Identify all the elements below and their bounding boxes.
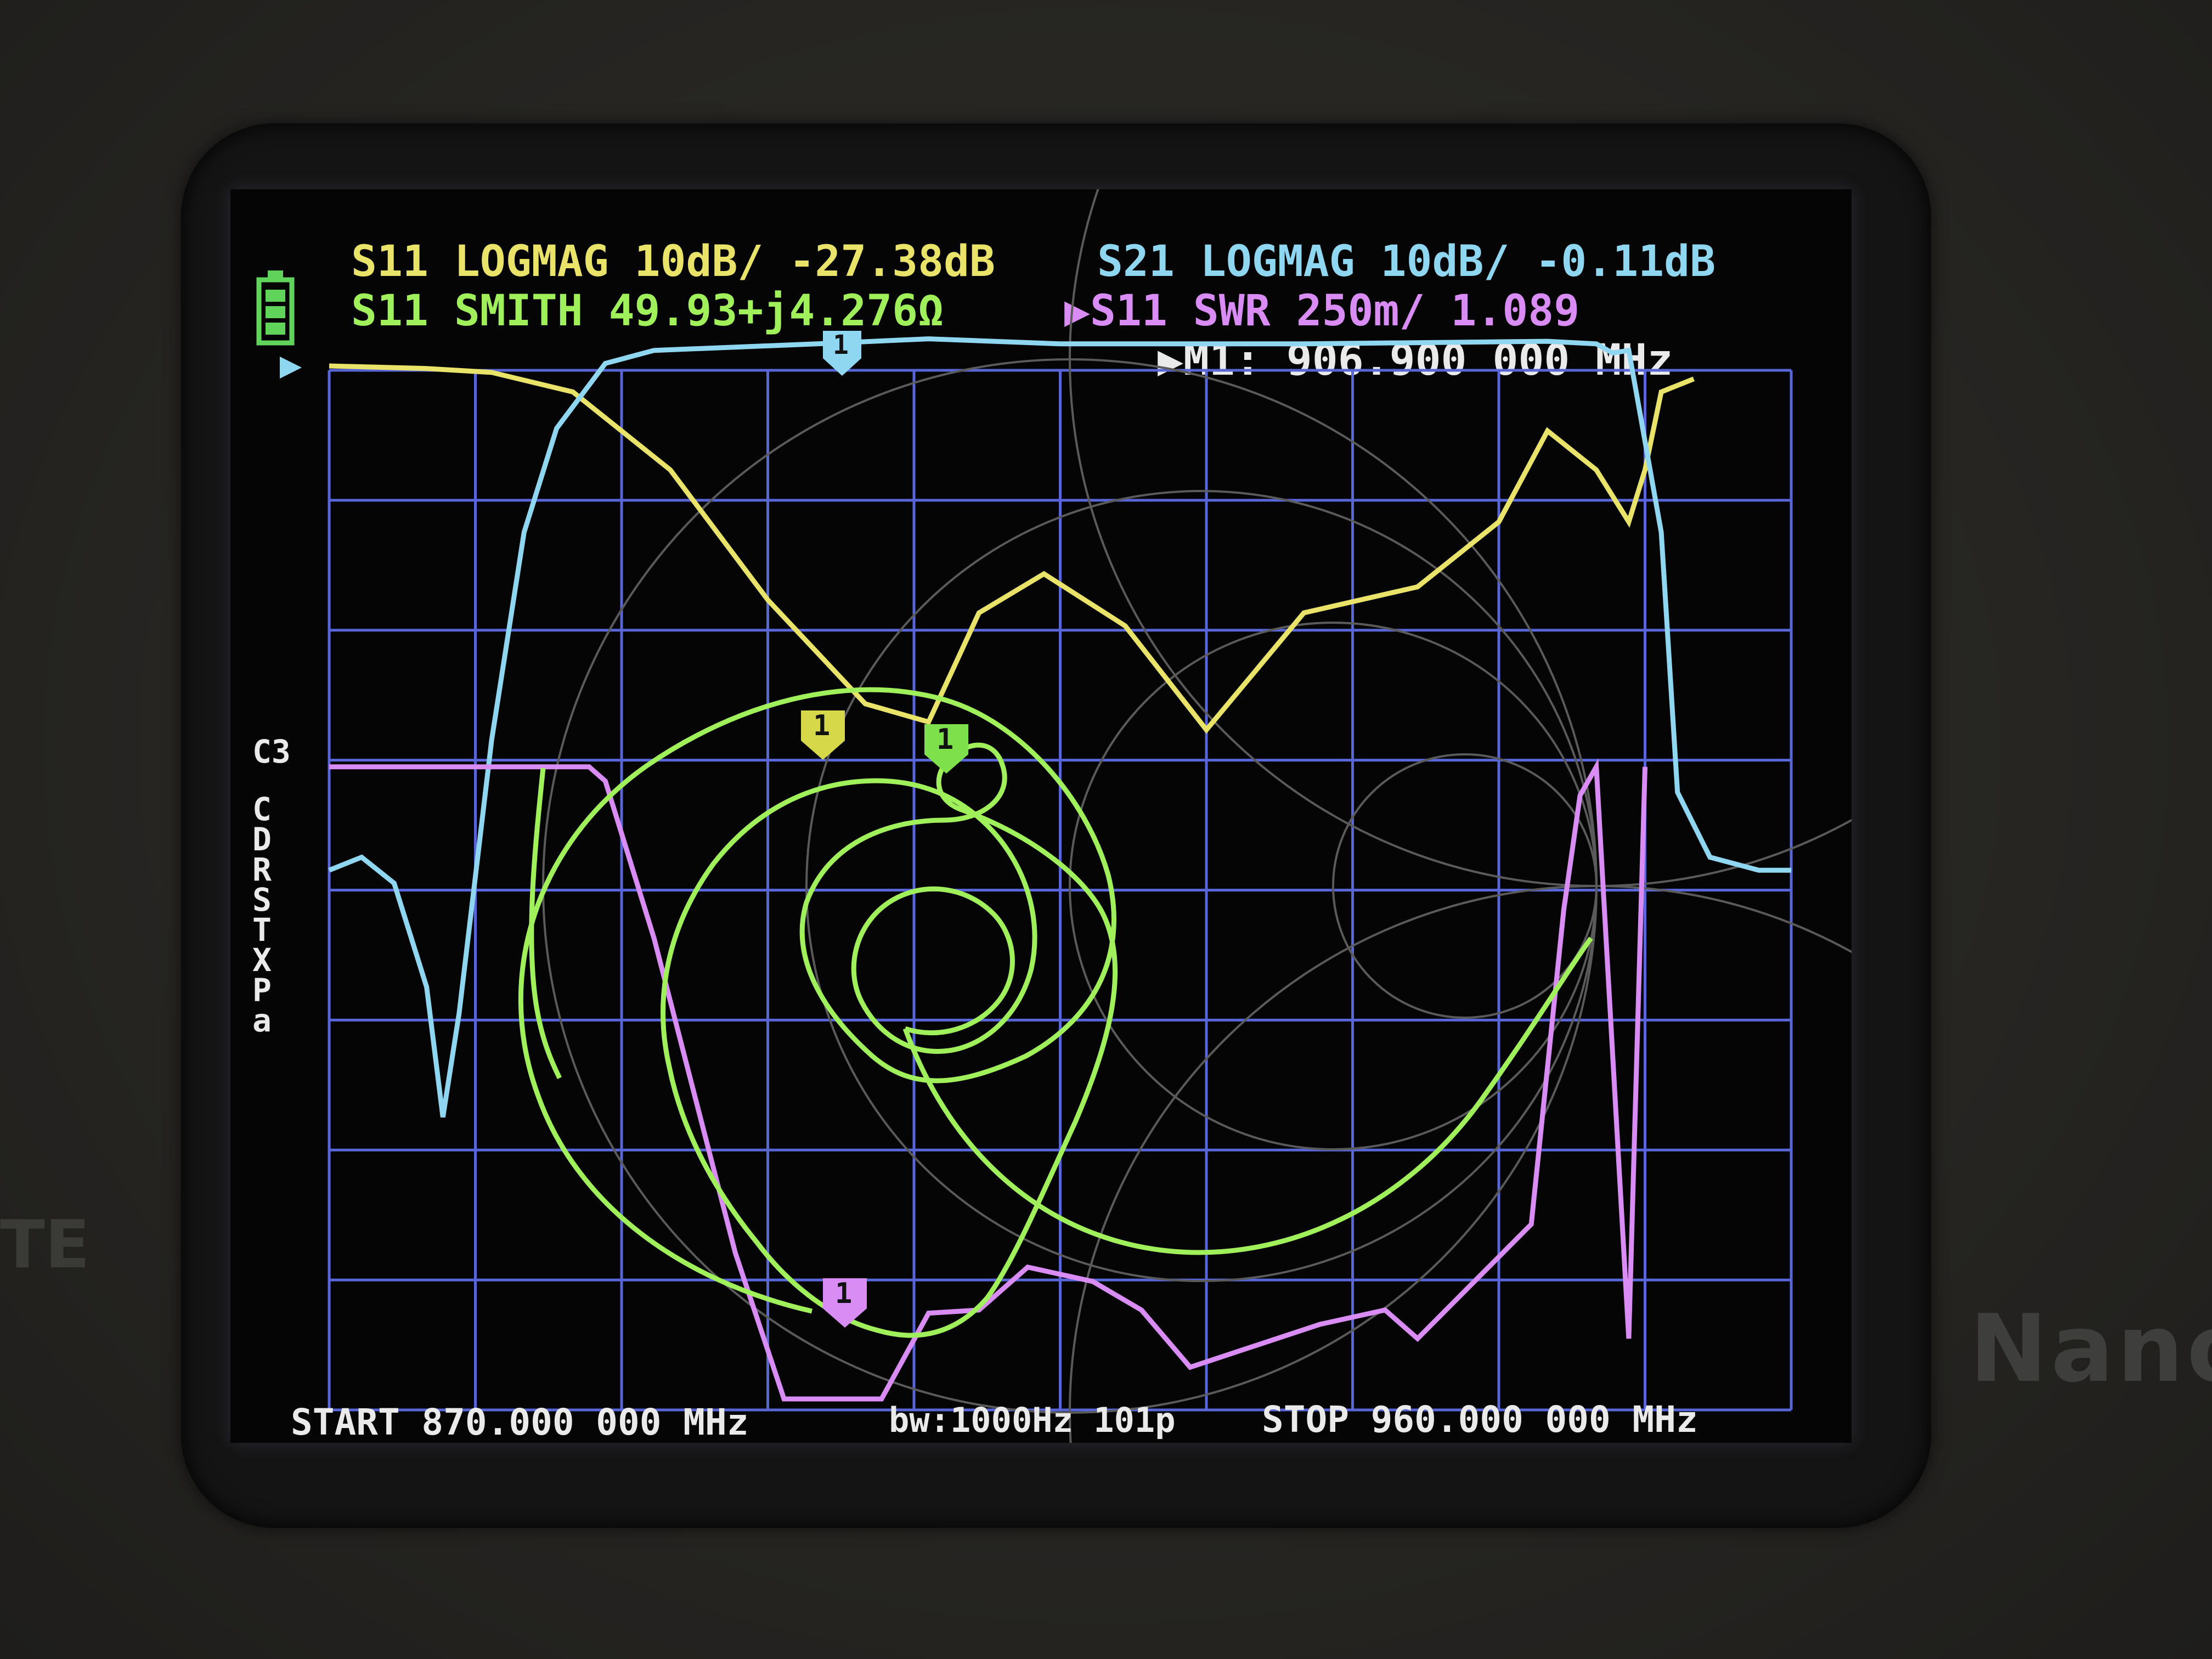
marker-1-smith-flag[interactable]: 1 (801, 709, 845, 760)
device-side-label: TE (0, 1207, 90, 1283)
side-menu-item[interactable]: P (252, 972, 272, 1009)
bandwidth-points[interactable]: bw:1000Hz 101p (889, 1400, 1176, 1440)
trace3-readout[interactable]: S11 SMITH 49.93+j4.276Ω (351, 286, 944, 336)
marker-1-s21-flag[interactable]: 1 (823, 330, 861, 376)
side-menu-item[interactable]: R (252, 851, 272, 888)
marker-1-swr-flag[interactable]: 1 (823, 1277, 867, 1328)
s11-swr-trace (329, 758, 1647, 1402)
lcd-screen[interactable]: S11 LOGMAG 10dB/ -27.38dB S21 LOGMAG 10d… (230, 189, 1852, 1443)
marker-1-green-flag[interactable]: 1 (924, 723, 968, 774)
trace4-readout[interactable]: ▶S11 SWR 250m/ 1.089 (1064, 286, 1579, 336)
trace2-readout[interactable]: S21 LOGMAG 10dB/ -0.11dB (1097, 237, 1716, 286)
svg-text:1: 1 (833, 330, 849, 360)
reference-pointer (280, 357, 302, 379)
svg-text:1: 1 (936, 723, 953, 756)
trace1-readout[interactable]: S11 LOGMAG 10dB/ -27.38dB (351, 237, 995, 286)
smith-r-circle (805, 490, 1598, 1282)
side-menu-item[interactable]: S (252, 881, 272, 918)
s11-smith-trace (518, 687, 1593, 1338)
side-menu-item[interactable]: C3 (252, 733, 291, 770)
side-menu-item[interactable]: D (252, 821, 272, 858)
stop-frequency[interactable]: STOP 960.000 000 MHz (1262, 1398, 1698, 1441)
smith-x-arc (1069, 885, 1852, 1443)
side-menu-item[interactable]: X (252, 941, 272, 979)
device-brand-label: Nano (1970, 1295, 2212, 1403)
side-menu-item[interactable]: a (252, 1002, 272, 1039)
side-menu-item[interactable]: T (252, 911, 272, 949)
s21-logmag-trace (328, 336, 1791, 1118)
chart-grid (328, 369, 1793, 1412)
s11-logmag-trace (329, 363, 1695, 734)
s11-smith-tail-trace (529, 768, 562, 1080)
svg-text:1: 1 (835, 1277, 852, 1310)
start-frequency[interactable]: START 870.000 000 MHz (291, 1401, 748, 1443)
side-menu-item[interactable]: C (252, 791, 272, 828)
svg-text:1: 1 (813, 709, 830, 742)
vna-display[interactable]: S11 LOGMAG 10dB/ -27.38dB S21 LOGMAG 10d… (230, 189, 1852, 1443)
battery-icon (256, 270, 295, 346)
